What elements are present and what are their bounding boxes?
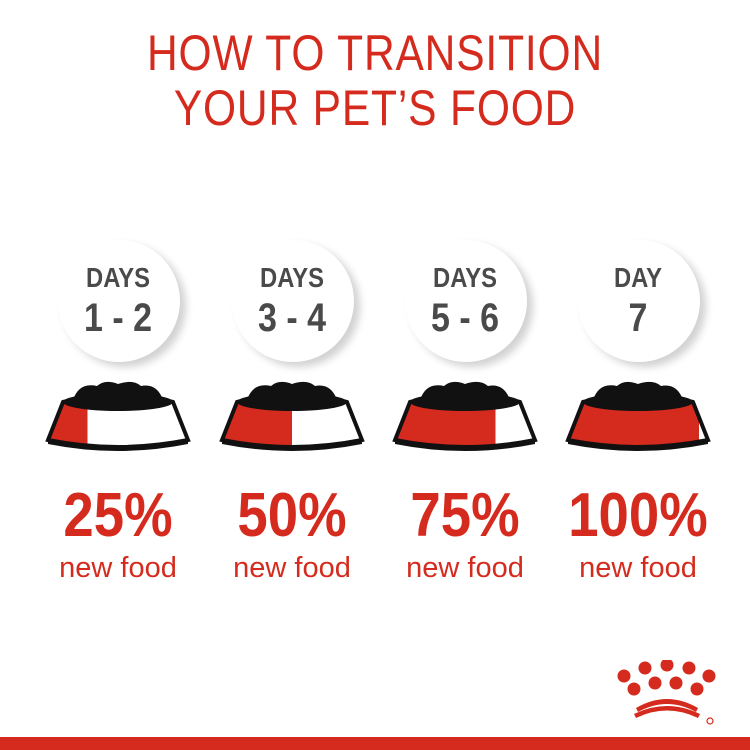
percent-value: 50%	[237, 481, 347, 550]
day-circle	[58, 240, 180, 362]
food-bowl-icon	[219, 381, 365, 451]
new-food-caption: new food	[579, 552, 697, 584]
day-label: DAY	[613, 262, 663, 293]
bottom-bar	[0, 737, 750, 750]
title-line-1: HOW TO TRANSITION	[146, 25, 603, 81]
new-food-caption: new food	[406, 552, 524, 584]
day-label: DAYS	[433, 262, 497, 293]
day-label: DAYS	[260, 262, 324, 293]
percent-value: 75%	[410, 481, 520, 550]
day-range: 1 - 2	[83, 296, 153, 340]
day-range: 7	[628, 296, 648, 340]
day-circle	[232, 240, 354, 362]
crown-logo-icon	[617, 660, 716, 725]
day-circle	[578, 240, 700, 362]
title-line-2: YOUR PET’S FOOD	[173, 80, 577, 136]
food-bowl-icon	[565, 381, 711, 451]
percent-value: 25%	[63, 481, 173, 550]
new-food-caption: new food	[233, 552, 351, 584]
new-food-caption: new food	[59, 552, 177, 584]
day-range: 3 - 4	[257, 296, 327, 340]
day-label: DAYS	[86, 262, 150, 293]
percent-value: 100%	[568, 481, 708, 550]
food-bowl-icon	[392, 381, 538, 451]
day-circle	[405, 240, 527, 362]
food-bowl-icon	[45, 381, 191, 451]
day-range: 5 - 6	[430, 296, 500, 340]
